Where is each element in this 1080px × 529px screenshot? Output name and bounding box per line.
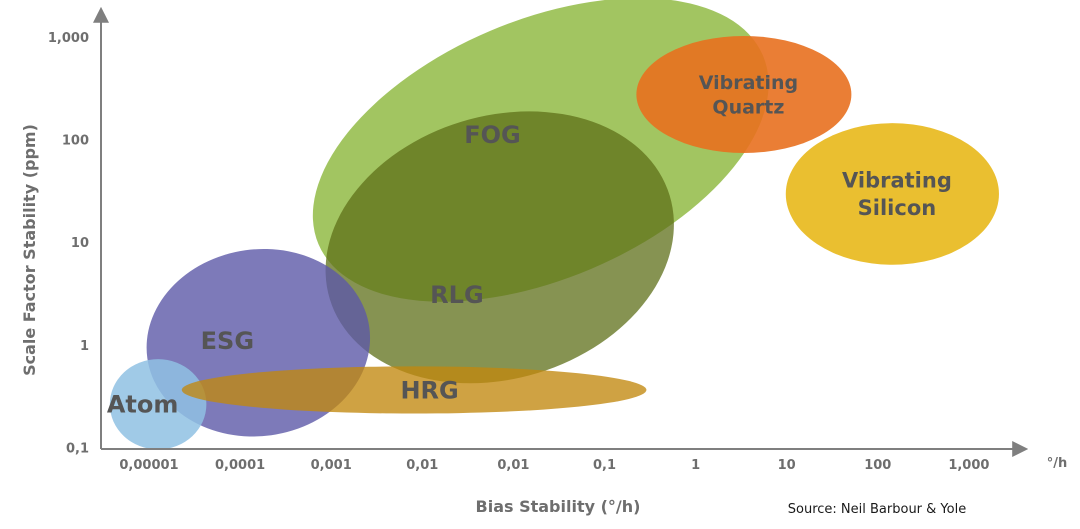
y-tick-label: 100 [62,134,89,149]
x-axis-title: Bias Stability (°/h) [476,497,641,516]
x-tick-label: 10 [778,458,796,473]
region-atom [109,359,207,450]
tick-labels: 0,00001 0,0001 0,001 0,01 0,01 0,1 1 10 100 1,000… [48,31,990,473]
region-label-vib-quartz: Quartz [712,96,784,118]
region-labels: FOGRLGESGAtomHRGVibratingQuartzVibrating… [107,72,952,419]
region-rlg [325,111,674,384]
y-tick-label: 0,1 [66,441,89,456]
region-label-vib-silicon: Silicon [858,196,937,220]
y-axis-title: Scale Factor Stability (ppm) [20,124,39,376]
x-tick-label: 0,1 [593,458,616,473]
region-label-esg: ESG [201,327,254,355]
region-label-vib-quartz: Vibrating [699,72,798,94]
x-tick-label: 0,01 [406,458,438,473]
region-vib-silicon [785,123,999,265]
region-hrg [181,366,647,414]
x-tick-label: 1,000 [948,458,989,473]
x-unit-label: °/h [1047,456,1068,471]
x-tick-label: 0,00001 [119,458,178,473]
y-tick-label: 1 [80,339,89,354]
x-tick-label: 100 [864,458,891,473]
y-tick-label: 10 [71,236,89,251]
x-tick-label: 0,0001 [215,458,265,473]
axes [93,6,1029,457]
source-note: Source: Neil Barbour & Yole [788,502,966,517]
region-label-vib-silicon: Vibrating [842,169,952,193]
region-vib-quartz [636,35,852,153]
region-label-fog: FOG [464,121,521,149]
region-label-atom: Atom [107,391,179,419]
region-label-hrg: HRG [400,376,458,404]
x-tick-label: 1 [691,458,700,473]
regions-layer [109,0,999,450]
x-tick-label: 0,01 [497,458,529,473]
region-label-rlg: RLG [430,281,483,309]
x-tick-label: 0,001 [311,458,352,473]
y-tick-label: 1,000 [48,31,89,46]
